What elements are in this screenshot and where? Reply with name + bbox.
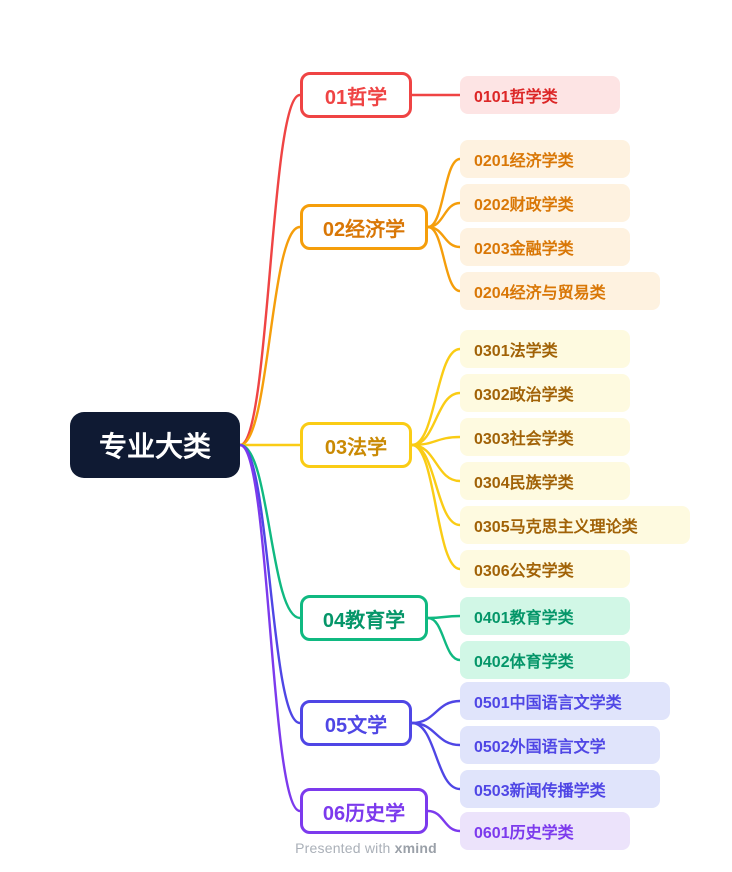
child-label: 0202财政学类 — [474, 191, 574, 215]
main-label: 01哲学 — [325, 81, 387, 110]
main-label: 04教育学 — [323, 604, 405, 633]
child-node[interactable]: 0401教育学类 — [460, 597, 630, 635]
child-label: 0304民族学类 — [474, 469, 574, 493]
child-label: 0303社会学类 — [474, 425, 574, 449]
main-node-m01[interactable]: 01哲学 — [300, 72, 412, 118]
main-node-m06[interactable]: 06历史学 — [300, 788, 428, 834]
child-node[interactable]: 0502外国语言文学 — [460, 726, 660, 764]
child-label: 0203金融学类 — [474, 235, 574, 259]
main-node-m02[interactable]: 02经济学 — [300, 204, 428, 250]
child-node[interactable]: 0305马克思主义理论类 — [460, 506, 690, 544]
footer-prefix: Presented with — [295, 840, 395, 856]
child-label: 0301法学类 — [474, 337, 558, 361]
child-node[interactable]: 0202财政学类 — [460, 184, 630, 222]
child-node[interactable]: 0306公安学类 — [460, 550, 630, 588]
child-label: 0503新闻传播学类 — [474, 777, 606, 801]
child-node[interactable]: 0101哲学类 — [460, 76, 620, 114]
child-node[interactable]: 0501中国语言文学类 — [460, 682, 670, 720]
footer: Presented with xmind — [0, 840, 732, 856]
child-label: 0201经济学类 — [474, 147, 574, 171]
root-label: 专业大类 — [99, 425, 211, 465]
main-label: 05文学 — [325, 709, 387, 738]
footer-brand: xmind — [395, 840, 437, 856]
child-label: 0306公安学类 — [474, 557, 574, 581]
child-node[interactable]: 0503新闻传播学类 — [460, 770, 660, 808]
child-node[interactable]: 0201经济学类 — [460, 140, 630, 178]
main-node-m03[interactable]: 03法学 — [300, 422, 412, 468]
child-label: 0204经济与贸易类 — [474, 279, 606, 303]
child-node[interactable]: 0303社会学类 — [460, 418, 630, 456]
child-node[interactable]: 0204经济与贸易类 — [460, 272, 660, 310]
child-label: 0101哲学类 — [474, 83, 558, 107]
child-node[interactable]: 0203金融学类 — [460, 228, 630, 266]
main-label: 06历史学 — [323, 797, 405, 826]
mindmap-canvas: 专业大类 01哲学 02经济学 03法学 04教育学 05文学 06历史学 0101哲学类 02… — [0, 0, 732, 872]
root-node[interactable]: 专业大类 — [70, 412, 240, 478]
child-label: 0501中国语言文学类 — [474, 689, 622, 713]
child-label: 0305马克思主义理论类 — [474, 513, 638, 537]
child-label: 0302政治学类 — [474, 381, 574, 405]
child-label: 0402体育学类 — [474, 648, 574, 672]
main-label: 03法学 — [325, 431, 387, 460]
main-label: 02经济学 — [323, 213, 405, 242]
child-node[interactable]: 0302政治学类 — [460, 374, 630, 412]
child-node[interactable]: 0301法学类 — [460, 330, 630, 368]
main-node-m05[interactable]: 05文学 — [300, 700, 412, 746]
child-label: 0401教育学类 — [474, 604, 574, 628]
child-label: 0502外国语言文学 — [474, 733, 606, 757]
child-node[interactable]: 0402体育学类 — [460, 641, 630, 679]
child-node[interactable]: 0304民族学类 — [460, 462, 630, 500]
main-node-m04[interactable]: 04教育学 — [300, 595, 428, 641]
